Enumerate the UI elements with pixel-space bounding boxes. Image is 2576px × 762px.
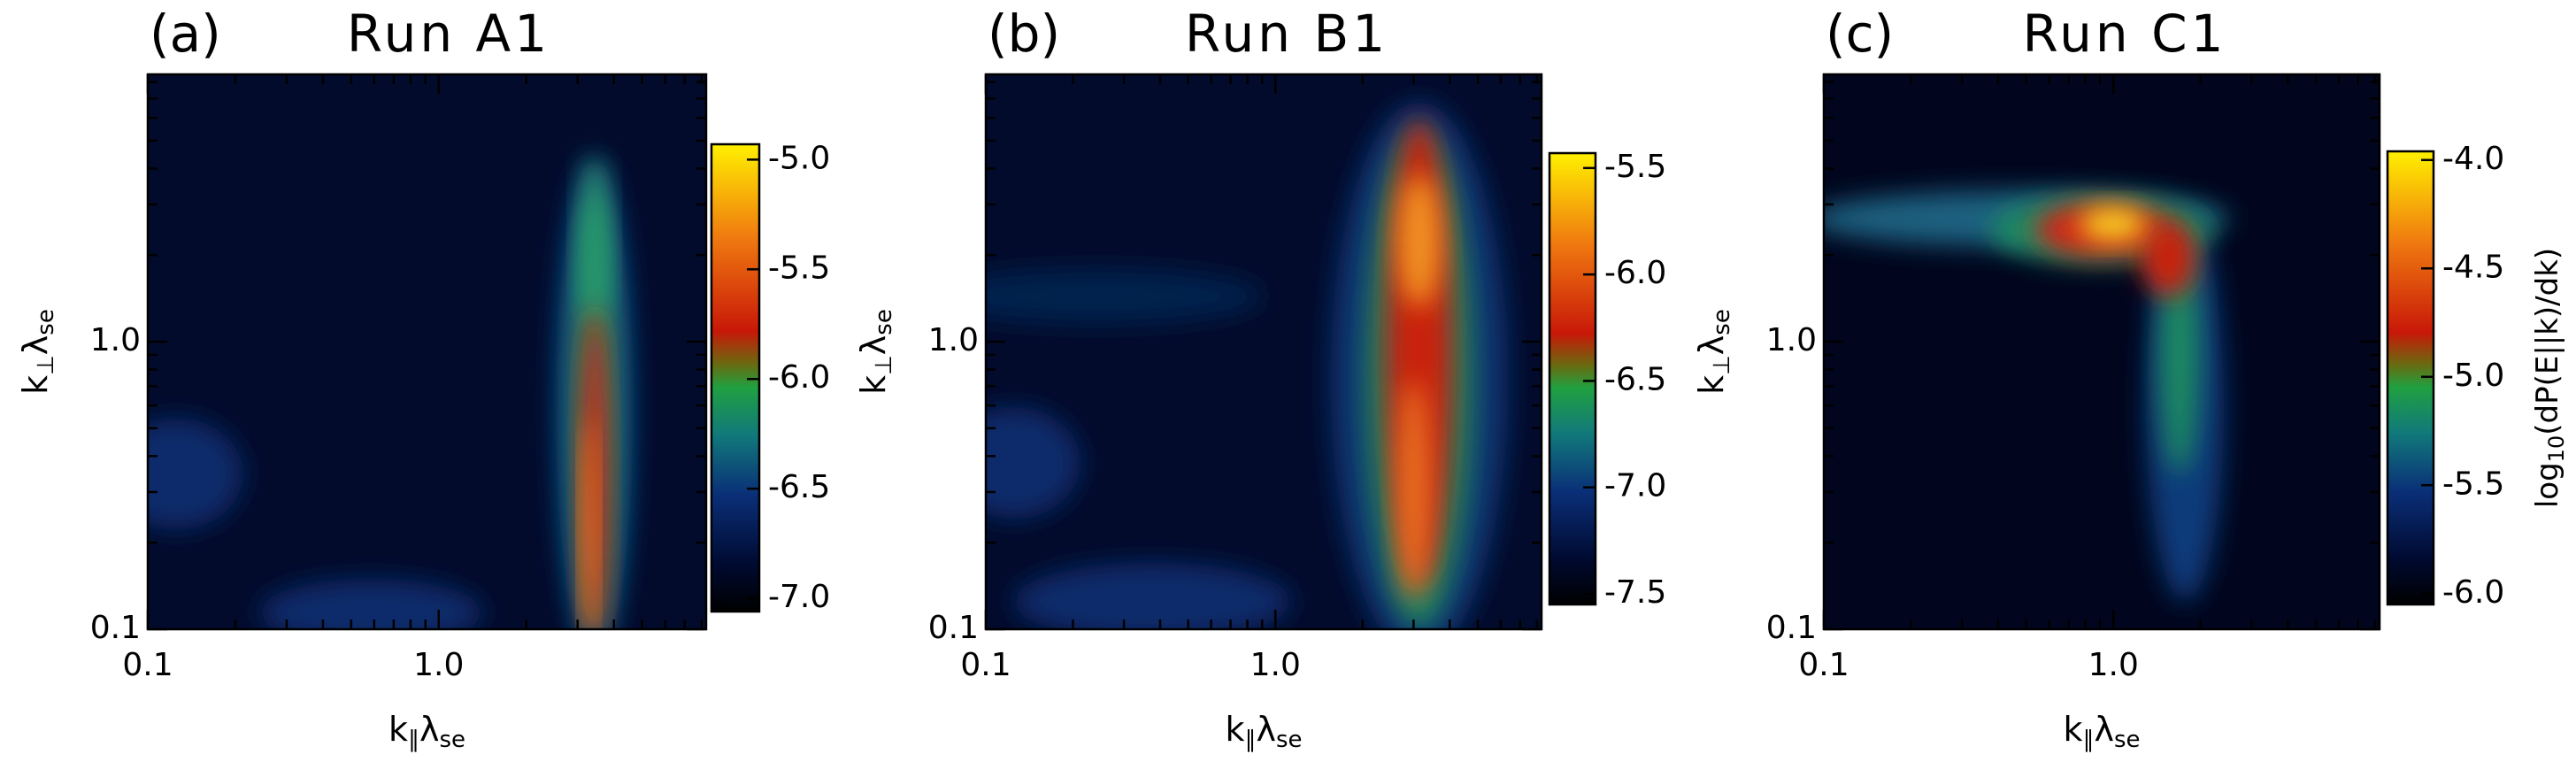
- x-tick-label: 0.1: [1798, 647, 1849, 683]
- field-shading: [259, 579, 483, 629]
- y-axis-label-part: λ: [1692, 335, 1731, 356]
- panel-title: Run A1: [347, 4, 550, 64]
- x-axis-label-part: λ: [2094, 710, 2114, 749]
- x-tick-label: 0.1: [122, 647, 173, 683]
- colorbar-tick-label: -5.5: [2442, 466, 2504, 502]
- y-tick-label: 0.1: [928, 610, 979, 646]
- panel: 0.1 1.00.11.0(b) Run B1k∥λsek⊥λse-5.5-6.0-…: [854, 4, 1667, 752]
- panel-label: (c): [1826, 4, 1894, 64]
- plot-frame: [984, 73, 1543, 631]
- x-axis-label: k∥λse: [2063, 710, 2140, 753]
- y-axis-label-part: λ: [16, 335, 55, 356]
- panel: 0.1 1.00.11.0(c) Run C1k∥λsek⊥λse-4.0-4.5-…: [1692, 4, 2570, 752]
- colorbar-tick-label: -5.5: [1604, 149, 1666, 185]
- y-tick-label: 1.0: [1766, 322, 1817, 358]
- y-axis-label-part: λ: [854, 335, 893, 356]
- y-axis-label-part: k: [16, 375, 55, 395]
- x-tick-label: 1.0: [1250, 647, 1301, 683]
- x-axis-label-part: se: [2114, 727, 2141, 753]
- field-shading: [1013, 562, 1292, 629]
- x-axis-label-part: λ: [1256, 710, 1276, 749]
- field-shading: [1396, 173, 1442, 308]
- x-axis-label-part: ∥: [1244, 727, 1256, 753]
- colorbar-tick-label: -6.0: [1604, 255, 1666, 291]
- colorbar-label: log10(dP(E||k)/dk): [2530, 248, 2570, 508]
- colorbar-tick-label: -6.5: [1604, 361, 1666, 397]
- plot-frame: [1822, 73, 2381, 631]
- x-axis-label-part: se: [439, 727, 465, 753]
- field-shading: [986, 268, 1264, 325]
- colorbar-label-part: (dP(E||k)/dk): [2530, 248, 2565, 435]
- y-axis-label-part: k: [1692, 375, 1731, 395]
- field-shading: [581, 158, 609, 325]
- x-axis-label: k∥λse: [1225, 710, 1302, 753]
- colorbar-tick-label: -4.0: [2442, 141, 2504, 177]
- colorbar-tick-label: -6.0: [768, 359, 830, 396]
- field-shading: [1396, 379, 1431, 602]
- x-axis-label-part: k: [2063, 710, 2082, 749]
- x-axis-label: k∥λse: [388, 710, 465, 753]
- colorbar-tick-label: -7.0: [1604, 468, 1666, 504]
- panel-title: Run B1: [1185, 4, 1388, 64]
- colorbar-label-part: 10: [2544, 435, 2569, 463]
- field: [986, 74, 1542, 629]
- colorbar-tick-label: -5.0: [2442, 358, 2504, 394]
- x-axis-label-part: λ: [419, 710, 440, 749]
- x-axis-label-part: se: [1276, 727, 1303, 753]
- y-axis-label-part: se: [1709, 309, 1735, 335]
- field-shading: [2079, 207, 2147, 242]
- colorbar-tick-label: -7.0: [768, 579, 830, 615]
- y-axis-label: k⊥λse: [16, 309, 59, 395]
- y-tick-label: 0.1: [90, 610, 141, 646]
- y-axis-label-part: se: [871, 309, 897, 335]
- colorbar-tick-label: -6.5: [768, 469, 830, 505]
- colorbar-label-part: log: [2530, 462, 2565, 508]
- panel-label: (a): [150, 4, 221, 64]
- field: [148, 74, 706, 629]
- x-axis-label-part: ∥: [408, 727, 419, 753]
- plot-frame: [146, 73, 708, 631]
- y-axis-label: k⊥λse: [854, 309, 897, 395]
- colorbar-tick-label: -4.5: [2442, 249, 2504, 285]
- field-shading: [148, 418, 243, 530]
- y-tick-label: 1.0: [90, 322, 141, 358]
- y-axis-label-part: ⊥: [871, 355, 897, 375]
- x-tick-label: 1.0: [413, 647, 464, 683]
- colorbar-tick-label: -5.5: [768, 250, 830, 286]
- colorbar-tick-label: -5.0: [768, 140, 830, 176]
- field-background: [1824, 74, 2380, 629]
- colorbar-tick-label: -6.0: [2442, 574, 2504, 611]
- y-axis-label-part: se: [33, 309, 59, 335]
- panel-label: (b): [988, 4, 1060, 64]
- x-axis-label-part: ∥: [2082, 727, 2094, 753]
- panel-title: Run C1: [2022, 4, 2226, 64]
- panel: 0.1 1.00.11.0(a) Run A1k∥λsek⊥λse-5.0-5.5-…: [16, 4, 831, 752]
- field-shading: [2140, 219, 2196, 296]
- field-shading: [581, 418, 596, 629]
- y-axis-label: k⊥λse: [1692, 309, 1735, 395]
- y-tick-label: 0.1: [1766, 610, 1817, 646]
- colorbar: [1548, 151, 1597, 606]
- y-axis-label-part: ⊥: [1709, 355, 1735, 375]
- x-axis-label-part: k: [1225, 710, 1244, 749]
- y-axis-label-part: ⊥: [33, 355, 59, 375]
- x-tick-label: 0.1: [960, 647, 1011, 683]
- x-tick-label: 1.0: [2088, 647, 2139, 683]
- x-axis-label-part: k: [388, 710, 408, 749]
- y-axis-label-part: k: [854, 375, 893, 395]
- field: [1824, 74, 2380, 629]
- y-tick-label: 1.0: [928, 322, 979, 358]
- colorbar-tick-label: -7.5: [1604, 574, 1666, 611]
- field-shading: [986, 407, 1080, 519]
